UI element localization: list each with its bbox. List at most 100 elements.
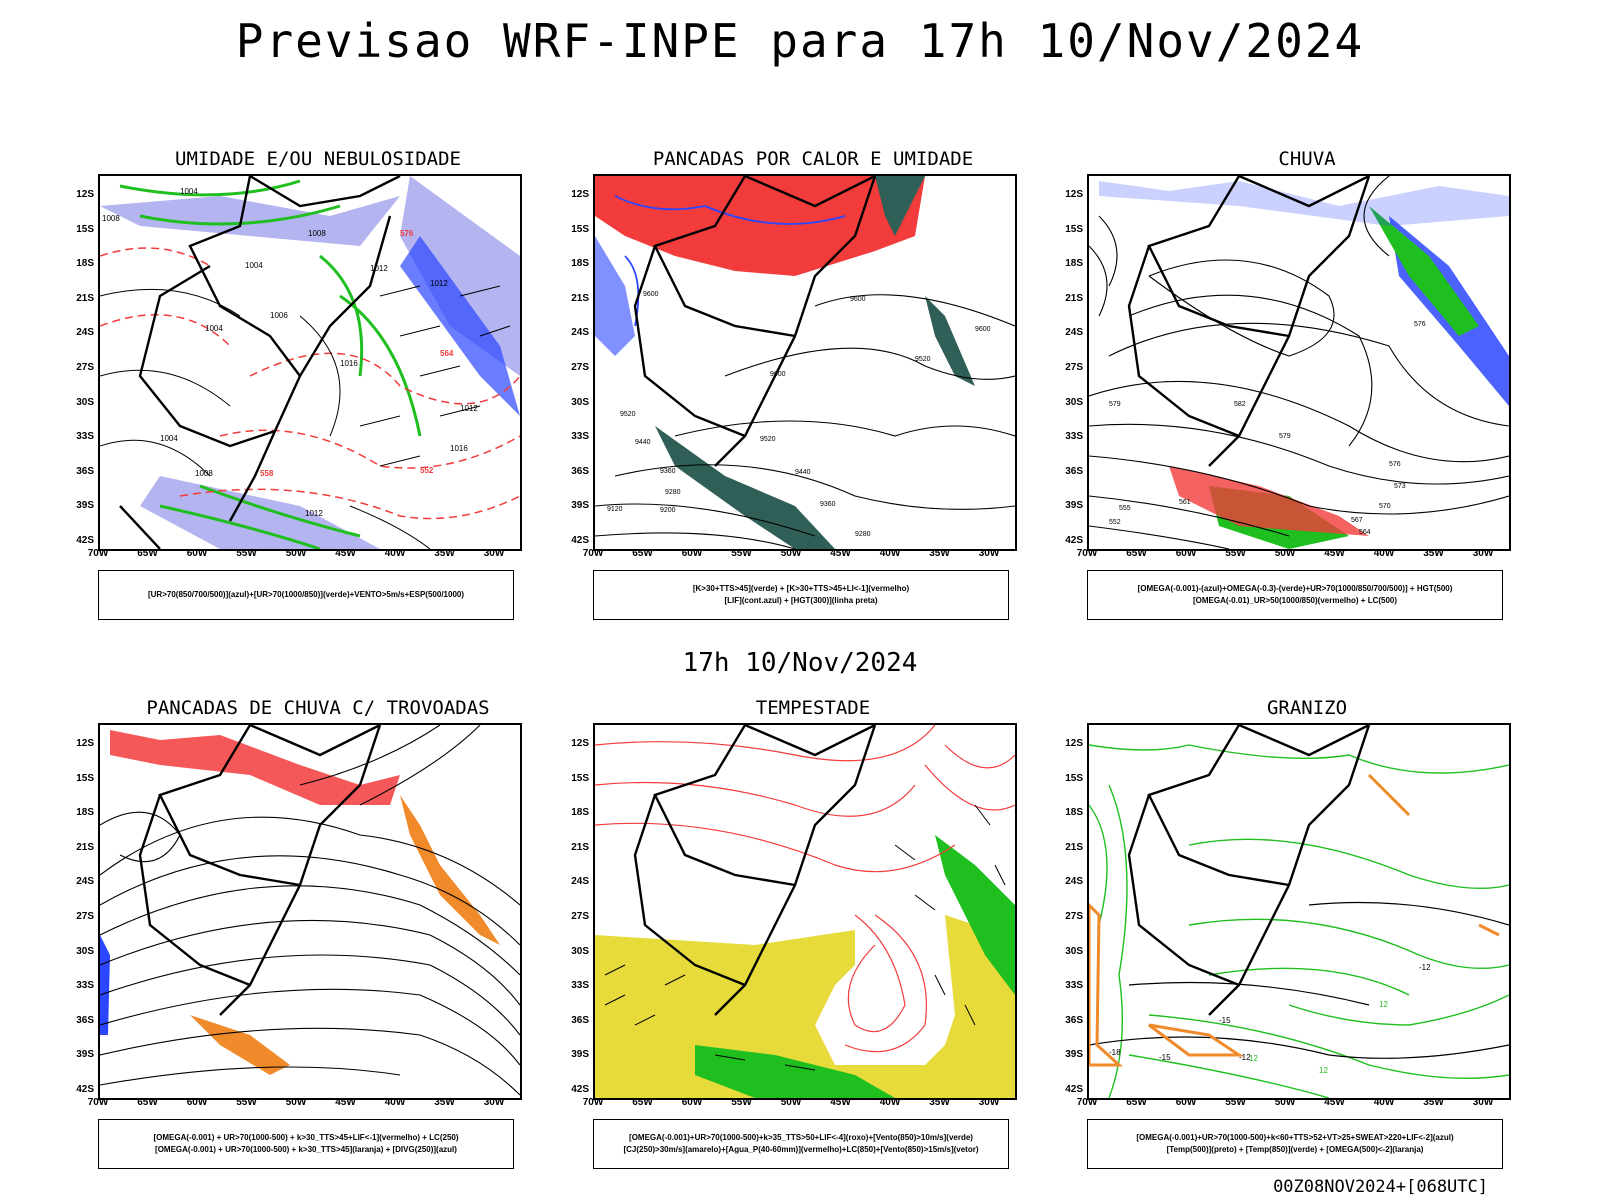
lat-tick-label: 33S: [1065, 431, 1083, 443]
panel-legend: [OMEGA(-0.001)+UR>70(1000-500)+k<60+TTS>…: [1087, 1119, 1503, 1169]
humidity-high-zone: [400, 176, 520, 376]
mid-title: 17h 10/Nov/2024: [682, 648, 918, 678]
country-boundaries: [1127, 725, 1371, 1016]
country-boundaries: [138, 725, 382, 1016]
lon-tick-label: 60W: [186, 548, 208, 559]
contour-label: 1008: [195, 469, 213, 478]
panel-pancadas-trovoadas: PANCADAS DE CHUVA C/ TROVOADAS [OMEGA(-0…: [48, 697, 538, 1197]
height-500-contour: [1089, 176, 1390, 317]
map-pancadas-calor: 9600 9600 9600 9520 9600 9520 9440 9520 …: [593, 174, 1017, 551]
panel-title: TEMPESTADE: [755, 697, 871, 719]
lon-tick-label: 40W: [384, 548, 406, 559]
legend-line: [OMEGA(-0.001)-(azul)+OMEGA(-0.3)-(verde…: [1137, 584, 1453, 593]
lon-tick-label: 65W: [632, 548, 653, 559]
lat-tick-label: 30S: [76, 945, 94, 957]
panel-legend: [OMEGA(-0.001) + UR>70(1000-500) + k>30_…: [98, 1119, 514, 1169]
contour-label: 9280: [855, 531, 871, 538]
country-boundaries: [1127, 176, 1371, 467]
lon-tick-label: 45W: [1324, 1097, 1345, 1108]
lat-tick-label: 33S: [76, 980, 94, 992]
pressure-contour: [100, 288, 431, 549]
panel-legend: [UR>70(850/700/500)](azul)+[UR>70(1000/8…: [98, 570, 514, 620]
lon-tick-label: 45W: [830, 1097, 851, 1108]
run-timestamp: 00Z08NOV2024+[068UTC]: [1273, 1177, 1488, 1197]
lon-tick-label: 70W: [1076, 1097, 1098, 1108]
panel-title: GRANIZO: [1266, 697, 1348, 719]
lat-tick-label: 27S: [76, 362, 94, 373]
lat-tick-label: 36S: [1065, 465, 1083, 477]
lat-tick-label: 21S: [571, 841, 589, 853]
lat-tick-label: 21S: [571, 292, 589, 304]
panel-pancadas-calor: PANCADAS POR CALOR E UMIDADE 9600 9600 9…: [543, 148, 1033, 648]
legend-line: [OMEGA(-0.001)+UR>70(1000-500)+k>35_TTS>…: [629, 1133, 973, 1142]
panel-tempestade: TEMPESTADE [OMEGA(-0.001)+UR>70(1000-500…: [543, 697, 1033, 1197]
contour-label: 579: [1279, 433, 1291, 440]
map-chuva: 579 576 582 579 576 573 570 567 564 561 …: [1087, 174, 1511, 551]
lat-tick-label: 39S: [571, 1049, 589, 1061]
omega-humidity-zone: [1169, 466, 1369, 536]
lat-tick-label: 27S: [1065, 362, 1083, 373]
lon-tick-label: 35W: [929, 1097, 950, 1108]
lat-tick-label: 30S: [1065, 396, 1083, 408]
lon-tick-label: 30W: [1472, 1097, 1494, 1108]
humidity-high-zone: [100, 196, 400, 246]
lat-tick-label: 42S: [1065, 1084, 1083, 1095]
lat-tick-label: 24S: [1065, 327, 1083, 339]
contour-label: 1004: [205, 324, 223, 333]
lat-tick-label: 42S: [76, 1084, 94, 1095]
panel-title: PANCADAS DE CHUVA C/ TROVOADAS: [146, 697, 490, 719]
lon-tick-label: 70W: [582, 548, 604, 559]
lat-tick-label: 12S: [571, 738, 589, 749]
lon-tick-label: 40W: [879, 548, 901, 559]
thickness-label: 576: [400, 229, 414, 238]
legend-line: [OMEGA(-0.01)_UR>50(1000/850)(vermelho) …: [1192, 596, 1398, 605]
lon-tick-label: 35W: [434, 548, 455, 559]
map-canvas: 1004 1008 1004 1006 1004 1008 1012 1016 …: [100, 176, 520, 549]
lat-tick-label: 21S: [1065, 292, 1083, 304]
lat-tick-label: 27S: [1065, 911, 1083, 922]
lon-tick-label: 50W: [780, 548, 802, 559]
contour-label: 9280: [665, 489, 681, 496]
map-canvas: 9600 9600 9600 9520 9600 9520 9440 9520 …: [595, 176, 1015, 549]
contour-label: 9440: [635, 439, 651, 446]
panel-umidade: UMIDADE E/OU NEBULOSIDADE 1004 1008 1004…: [48, 148, 538, 648]
lon-tick-label: 60W: [681, 1097, 703, 1108]
country-boundaries: [633, 725, 877, 1016]
contour-label: 9120: [607, 506, 623, 513]
lon-tick-label: 70W: [582, 1097, 604, 1108]
contour-label: 1012: [430, 279, 448, 288]
lon-tick-label: 60W: [681, 548, 703, 559]
lat-tick-label: 42S: [571, 1084, 589, 1095]
contour-label: -15: [1159, 1053, 1171, 1062]
contour-label: 9600: [770, 371, 786, 378]
map-umidade: 1004 1008 1004 1006 1004 1008 1012 1016 …: [98, 174, 522, 551]
lat-tick-label: 36S: [1065, 1014, 1083, 1026]
lat-tick-label: 12S: [1065, 738, 1083, 749]
contour-label: 1004: [180, 187, 198, 196]
contour-label: 9520: [915, 356, 931, 363]
panel-legend: [OMEGA(-0.001)-(azul)+OMEGA(-0.3)-(verde…: [1087, 570, 1503, 620]
panel-title: UMIDADE E/OU NEBULOSIDADE: [175, 148, 461, 170]
map-canvas: [100, 725, 520, 1096]
lat-tick-label: 42S: [571, 535, 589, 546]
contour-label: 576: [1389, 461, 1401, 468]
lon-tick-label: 35W: [1423, 1097, 1444, 1108]
contour-label: 564: [1359, 529, 1371, 536]
panel-legend: [K>30+TTS>45](verde) + [K>30+TTS>45+LI<-…: [593, 570, 1009, 620]
lat-tick-label: 12S: [571, 189, 589, 200]
map-pancadas-trovoadas: [98, 723, 522, 1100]
lat-tick-label: 36S: [571, 1014, 589, 1026]
contour-label: 561: [1179, 499, 1191, 506]
panel-title: PANCADAS POR CALOR E UMIDADE: [652, 148, 974, 170]
lat-tick-label: 15S: [76, 772, 94, 784]
heat-humidity-zone: [925, 296, 975, 386]
lat-tick-label: 33S: [571, 980, 589, 992]
lat-tick-label: 33S: [1065, 980, 1083, 992]
lon-tick-label: 30W: [483, 548, 505, 559]
country-boundaries: [119, 176, 401, 549]
lon-tick-label: 30W: [978, 548, 1000, 559]
contour-label: 573: [1394, 483, 1406, 490]
omega-500-zone: [1089, 773, 1500, 1067]
contour-label: 1012: [370, 264, 388, 273]
lat-tick-label: 24S: [1065, 876, 1083, 888]
